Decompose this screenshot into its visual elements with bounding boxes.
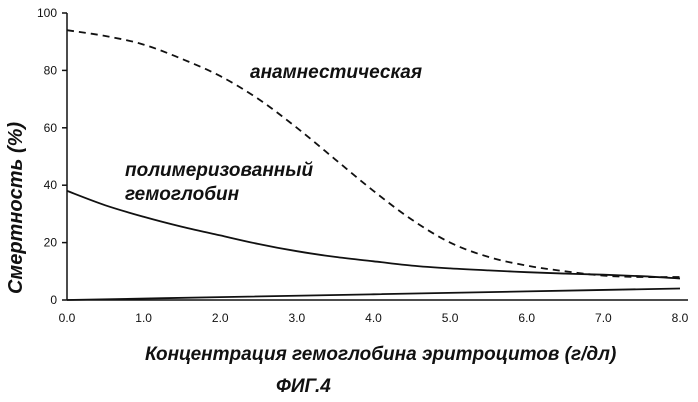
x-ticks: 0.0 1.0 2.0 3.0 4.0 5.0 6.0 7.0 8.0 — [59, 311, 689, 325]
figure-label: ФИГ.4 — [276, 376, 331, 397]
series-line-baseline — [67, 289, 680, 301]
x-tick-label: 2.0 — [212, 311, 229, 325]
y-tick-label: 80 — [44, 63, 58, 77]
x-axis-label: Концентрация гемоглобина эритроцитов (г/… — [145, 344, 616, 365]
x-tick-label: 0.0 — [59, 311, 76, 325]
x-tick-label: 5.0 — [442, 311, 459, 325]
y-tick-label: 0 — [50, 293, 57, 307]
x-tick-label: 1.0 — [135, 311, 152, 325]
y-tick-label: 20 — [44, 236, 58, 250]
y-tick-label: 60 — [44, 121, 58, 135]
x-tick-label: 8.0 — [672, 311, 689, 325]
x-tick-label: 4.0 — [365, 311, 382, 325]
y-tick-label: 100 — [37, 6, 57, 20]
series-label-polymerized-line1: полимеризованный — [125, 160, 313, 181]
x-tick-label: 6.0 — [518, 311, 535, 325]
y-tick-label: 40 — [44, 178, 58, 192]
x-tick-label: 3.0 — [289, 311, 306, 325]
y-axis-label: Смертность (%) — [5, 122, 27, 294]
y-ticks: 0 20 40 60 80 100 — [37, 6, 67, 307]
axes — [67, 13, 688, 300]
series-label-polymerized-line2: гемоглобин — [125, 184, 240, 205]
series-label-anamnestic: анамнестическая — [250, 62, 422, 83]
x-tick-label: 7.0 — [595, 311, 612, 325]
